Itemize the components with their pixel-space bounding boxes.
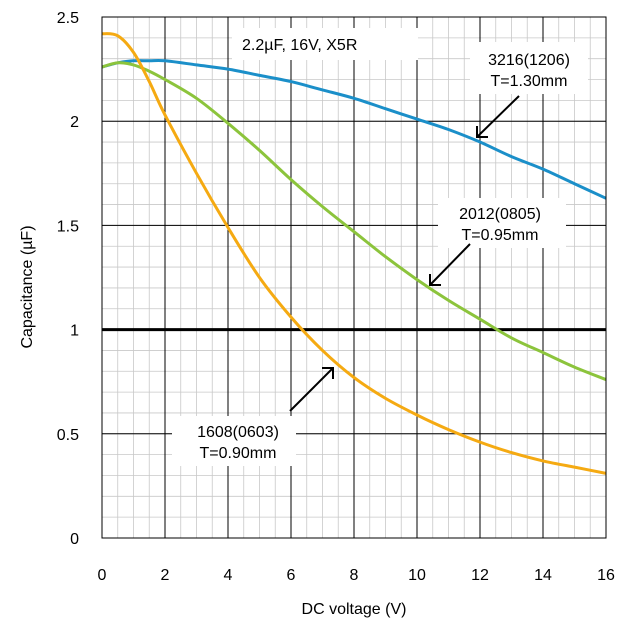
annotation-1206-line1: 3216(1206) bbox=[488, 52, 570, 69]
arrow-0603 bbox=[289, 367, 334, 412]
x-tick-labels: 0 2 4 6 8 10 12 14 16 bbox=[98, 567, 615, 584]
annotation-box-0805 bbox=[438, 198, 566, 248]
y-tick-label: 2 bbox=[70, 114, 79, 131]
x-tick-label: 2 bbox=[161, 567, 170, 584]
series-line-s1206 bbox=[101, 58, 607, 200]
title-box bbox=[232, 28, 418, 60]
series-line-s0805 bbox=[101, 61, 607, 381]
y-tick-label: 0.5 bbox=[57, 427, 79, 444]
annotation-1206-line2: T=1.30mm bbox=[491, 73, 568, 90]
annotation-box-0603 bbox=[172, 416, 296, 466]
y-tick-labels: 0 0.5 1 1.5 2 2.5 bbox=[57, 10, 79, 548]
y-tick-label: 1.5 bbox=[57, 218, 79, 235]
x-tick-label: 10 bbox=[408, 567, 426, 584]
x-tick-label: 12 bbox=[471, 567, 489, 584]
x-tick-label: 8 bbox=[350, 567, 359, 584]
x-tick-label: 16 bbox=[597, 567, 615, 584]
series-line-s0603 bbox=[101, 32, 607, 475]
x-tick-label: 4 bbox=[224, 567, 233, 584]
plot-frame bbox=[101, 16, 607, 539]
x-axis-label: DC voltage (V) bbox=[302, 601, 407, 618]
y-axis-label: Capacitance (µF) bbox=[19, 225, 36, 348]
series-layer bbox=[101, 32, 607, 475]
arrow-1206 bbox=[476, 95, 520, 138]
x-tick-label: 6 bbox=[287, 567, 296, 584]
annotation-box-1206 bbox=[470, 42, 588, 94]
chart-title: 2.2µF, 16V, X5R bbox=[242, 37, 357, 54]
annotation-0603-line2: T=0.90mm bbox=[200, 445, 277, 462]
y-tick-label: 1 bbox=[70, 323, 79, 340]
x-tick-label: 0 bbox=[98, 567, 107, 584]
x-tick-label: 14 bbox=[534, 567, 552, 584]
y-tick-label: 2.5 bbox=[57, 10, 79, 27]
arrow-0805 bbox=[429, 243, 471, 286]
annotation-0805-line2: T=0.95mm bbox=[462, 227, 539, 244]
y-tick-label: 0 bbox=[70, 531, 79, 548]
annotation-0805-line1: 2012(0805) bbox=[459, 206, 541, 223]
annotation-0603-line1: 1608(0603) bbox=[197, 424, 279, 441]
